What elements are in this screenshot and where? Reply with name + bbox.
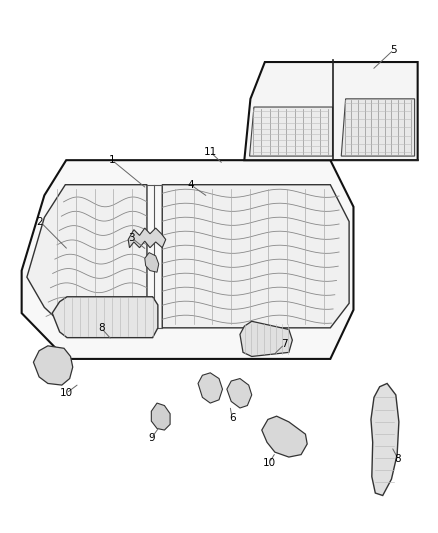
Text: 6: 6 bbox=[229, 413, 235, 423]
Polygon shape bbox=[151, 403, 170, 430]
Text: 4: 4 bbox=[187, 180, 194, 190]
Text: 10: 10 bbox=[60, 388, 73, 398]
Polygon shape bbox=[162, 185, 349, 328]
Polygon shape bbox=[198, 373, 223, 403]
Text: 10: 10 bbox=[263, 458, 276, 468]
Text: 3: 3 bbox=[128, 233, 135, 243]
Text: 8: 8 bbox=[395, 454, 401, 464]
Polygon shape bbox=[145, 253, 159, 272]
Polygon shape bbox=[341, 99, 415, 156]
Polygon shape bbox=[33, 346, 73, 385]
Polygon shape bbox=[27, 185, 147, 328]
Polygon shape bbox=[244, 62, 418, 160]
Polygon shape bbox=[250, 107, 332, 156]
Text: 5: 5 bbox=[390, 45, 397, 55]
Polygon shape bbox=[227, 378, 252, 408]
Polygon shape bbox=[262, 416, 307, 457]
Polygon shape bbox=[128, 228, 166, 248]
Text: 9: 9 bbox=[148, 433, 155, 443]
Polygon shape bbox=[52, 297, 158, 337]
Polygon shape bbox=[240, 321, 292, 357]
Text: 7: 7 bbox=[281, 339, 288, 349]
Text: 11: 11 bbox=[204, 147, 217, 157]
Text: 2: 2 bbox=[37, 216, 43, 227]
Text: 1: 1 bbox=[109, 155, 115, 165]
Polygon shape bbox=[371, 383, 399, 496]
Polygon shape bbox=[21, 160, 353, 359]
Text: 8: 8 bbox=[98, 323, 104, 333]
